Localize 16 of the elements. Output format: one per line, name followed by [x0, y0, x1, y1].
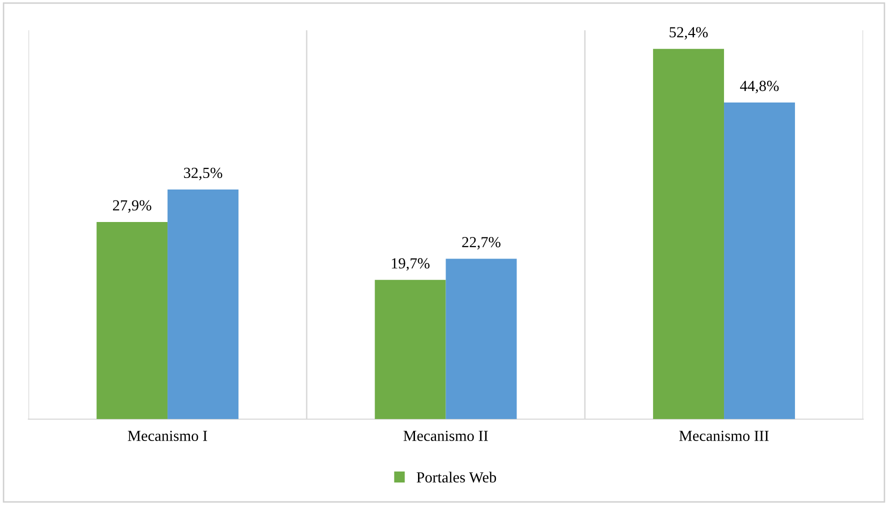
legend-label: Portales Web [416, 472, 496, 483]
data-label: 44,8% [740, 80, 779, 94]
bar [168, 189, 238, 420]
x-tick-label: Mecanismo III [679, 430, 769, 442]
data-label: 27,9% [113, 200, 152, 213]
bar [446, 258, 517, 420]
bar [724, 102, 795, 420]
data-label: 19,7% [392, 258, 430, 271]
data-label: 52,4% [670, 27, 708, 40]
bar [653, 48, 724, 420]
data-label: 32,5% [184, 168, 222, 180]
x-tick-label: Mecanismo II [404, 430, 488, 442]
bar [374, 280, 446, 420]
x-tick-label: Mecanismo I [128, 430, 208, 442]
data-label: 22,7% [462, 236, 500, 250]
bar [96, 222, 168, 420]
